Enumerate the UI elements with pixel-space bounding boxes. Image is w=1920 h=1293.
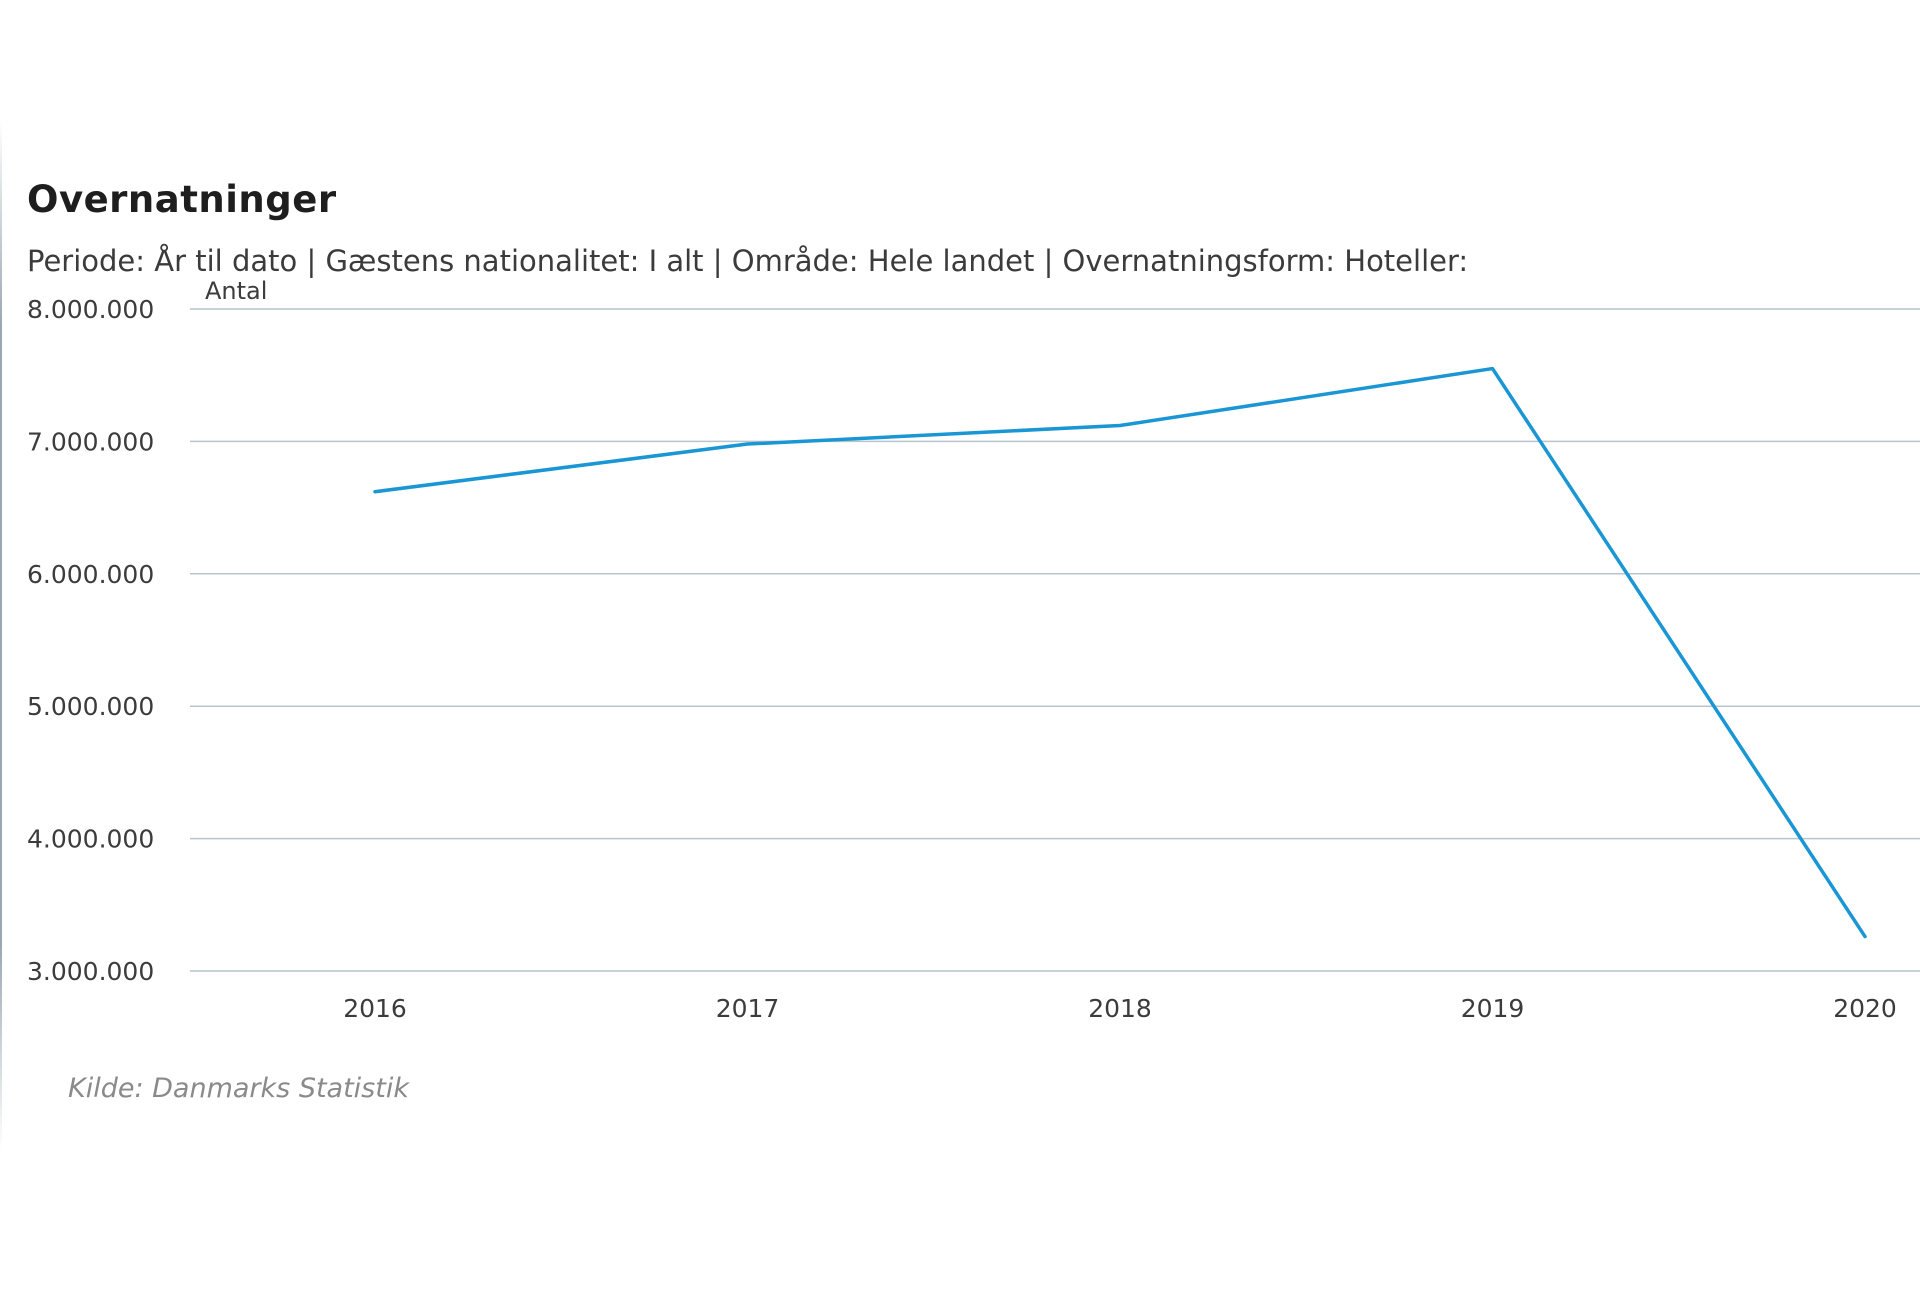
- series-layer: [373, 366, 1867, 939]
- x-tick-label: 2019: [1461, 994, 1525, 1023]
- y-tick-label: 3.000.000: [27, 957, 154, 986]
- y-tick-label: 8.000.000: [27, 295, 154, 324]
- y-axis-label: Antal: [205, 277, 267, 305]
- x-tick-label: 2017: [716, 994, 780, 1023]
- y-tick-label: 4.000.000: [27, 825, 154, 854]
- y-tick-label: 5.000.000: [27, 692, 154, 721]
- x-tick-label: 2018: [1088, 994, 1152, 1023]
- series-line: [373, 366, 1867, 939]
- gridlines: [190, 308, 1920, 972]
- card-left-border: [0, 120, 2, 1150]
- y-tick-label: 6.000.000: [27, 560, 154, 589]
- x-tick-label: 2016: [343, 994, 407, 1023]
- x-tick-label: 2020: [1833, 994, 1897, 1023]
- y-axis-ticks: 3.000.000 4.000.000 5.000.000 6.000.000 7.00…: [27, 295, 154, 986]
- x-axis-ticks: 2016 2017 2018 2019 2020: [343, 994, 1897, 1023]
- chart-subtitle: Periode: År til dato | Gæstens nationali…: [27, 244, 1469, 278]
- chart-title: Overnatninger: [27, 178, 337, 221]
- source-note: Kilde: Danmarks Statistik: [68, 1073, 409, 1104]
- y-tick-label: 7.000.000: [27, 427, 154, 456]
